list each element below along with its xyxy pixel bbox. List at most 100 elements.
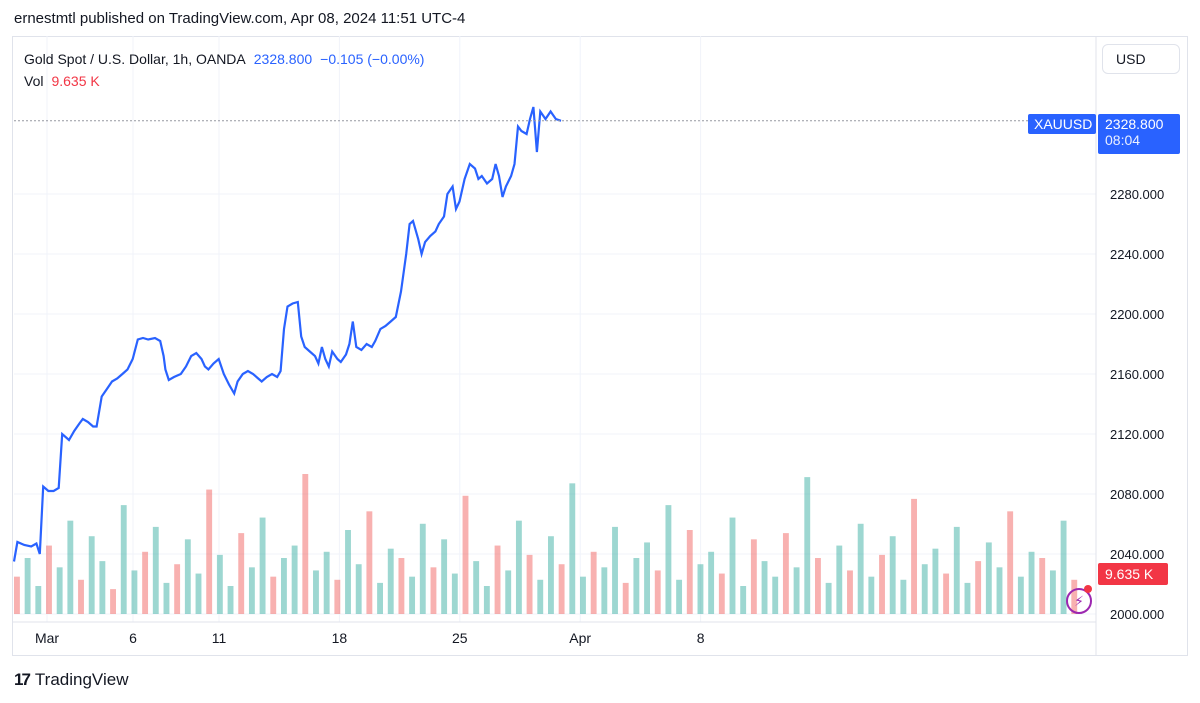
x-tick-label: 25 — [452, 630, 468, 646]
volume-bar — [836, 545, 843, 614]
price-tag: 2328.800 08:04 — [1098, 114, 1180, 154]
volume-bar — [548, 536, 554, 614]
chart-frame — [12, 36, 1188, 656]
volume-bar — [558, 564, 565, 614]
volume-bar — [900, 579, 907, 614]
y-tick-label: 2120.000 — [1110, 427, 1164, 442]
volume-bar — [1049, 570, 1056, 614]
x-tick-label: 6 — [129, 630, 137, 646]
volume-bar — [718, 573, 725, 614]
volume-bar — [398, 558, 405, 614]
volume-bar — [740, 586, 747, 614]
publish-header: ernestmtl published on TradingView.com, … — [14, 10, 466, 27]
volume-bar — [291, 545, 298, 614]
volume-bar — [590, 551, 597, 614]
notification-dot — [1084, 585, 1092, 593]
volume-bar — [88, 536, 95, 614]
volume-bar — [451, 573, 458, 614]
volume-bar — [622, 582, 629, 614]
volume-bar — [174, 564, 181, 614]
volume-bar — [633, 558, 640, 614]
price-line — [12, 106, 562, 562]
volume-bar — [750, 539, 757, 614]
x-tick-label: 11 — [212, 630, 227, 646]
volume-bar — [302, 474, 309, 614]
volume-bar — [868, 576, 875, 614]
volume-bar — [14, 576, 20, 614]
volume-label[interactable]: Vol — [24, 73, 44, 89]
y-tick-label: 2240.000 — [1110, 247, 1164, 262]
volume-bar — [46, 545, 52, 614]
symbol-title[interactable]: Gold Spot / U.S. Dollar, 1h, OANDA — [24, 51, 246, 67]
volume-bar — [975, 561, 982, 614]
volume-bar — [334, 579, 341, 614]
volume-bar — [932, 548, 939, 614]
volume-bar — [430, 567, 437, 614]
chart-grid — [12, 36, 1097, 656]
volume-bar — [708, 551, 715, 614]
x-tick-label: Apr — [569, 630, 591, 646]
volume-bar — [686, 530, 693, 614]
volume-bar — [366, 511, 373, 614]
volume-bar — [377, 582, 383, 614]
volume-bar — [996, 567, 1003, 614]
volume-bar — [761, 561, 768, 614]
volume-bar — [644, 542, 650, 614]
bar-countdown: 08:04 — [1105, 132, 1141, 148]
volume-bar — [227, 586, 234, 614]
volume-bar — [879, 554, 885, 614]
volume-bar — [216, 554, 223, 614]
x-tick-label: 18 — [332, 630, 348, 646]
volume-bar — [409, 576, 416, 614]
volume-bar — [985, 542, 992, 614]
y-axis: 2000.000 2040.000 2080.000 2120.000 2160.000… — [1110, 187, 1164, 622]
volume-bar — [665, 505, 672, 614]
volume-bar — [35, 586, 42, 614]
y-tick-label: 2200.000 — [1110, 307, 1164, 322]
volume-bar — [729, 517, 736, 614]
price-tag-value: 2328.800 — [1105, 116, 1164, 132]
volume-bar — [259, 517, 266, 614]
volume-bar — [195, 573, 202, 614]
volume-bar — [110, 589, 116, 614]
volume-bar — [248, 567, 255, 614]
volume-bar — [1060, 520, 1067, 614]
volume-bar — [313, 570, 319, 614]
volume-bar — [152, 526, 159, 614]
volume-bar — [270, 576, 277, 614]
tradingview-logo[interactable]: 17 TradingView — [14, 670, 128, 690]
volume-bar — [825, 582, 832, 614]
volume-bar — [612, 526, 618, 614]
last-price-value: 2328.800 — [253, 51, 313, 67]
volume-bar — [921, 564, 928, 614]
chart-legend: Gold Spot / U.S. Dollar, 1h, OANDA 2328.… — [24, 48, 424, 92]
volume-bar — [323, 551, 330, 614]
volume-bar — [24, 558, 31, 614]
volume-bar — [419, 523, 426, 614]
volume-bar — [142, 551, 149, 614]
volume-bar — [462, 495, 469, 614]
volume-bar — [772, 576, 779, 614]
currency-button[interactable]: USD — [1102, 44, 1180, 74]
volume-bar — [537, 579, 544, 614]
volume-bars — [14, 474, 1078, 614]
x-tick-label: 8 — [697, 630, 705, 646]
volume-bar — [964, 582, 971, 614]
volume-bar — [569, 483, 576, 614]
y-tick-label: 2040.000 — [1110, 547, 1164, 562]
volume-bar — [483, 586, 490, 614]
tv-logo-text: TradingView — [34, 670, 129, 689]
y-tick-label: 2080.000 — [1110, 487, 1164, 502]
lightning-icon[interactable]: ⚡ — [1066, 588, 1092, 614]
volume-bar — [782, 533, 789, 614]
volume-bar — [78, 579, 84, 614]
volume-bar — [441, 539, 448, 614]
volume-bar — [1017, 576, 1024, 614]
volume-bar — [526, 554, 533, 614]
volume-bar — [943, 573, 950, 614]
volume-bar — [473, 561, 480, 614]
volume-bar — [654, 570, 661, 614]
volume-bar — [206, 489, 213, 614]
tv-logo-icon: 17 — [14, 670, 31, 689]
